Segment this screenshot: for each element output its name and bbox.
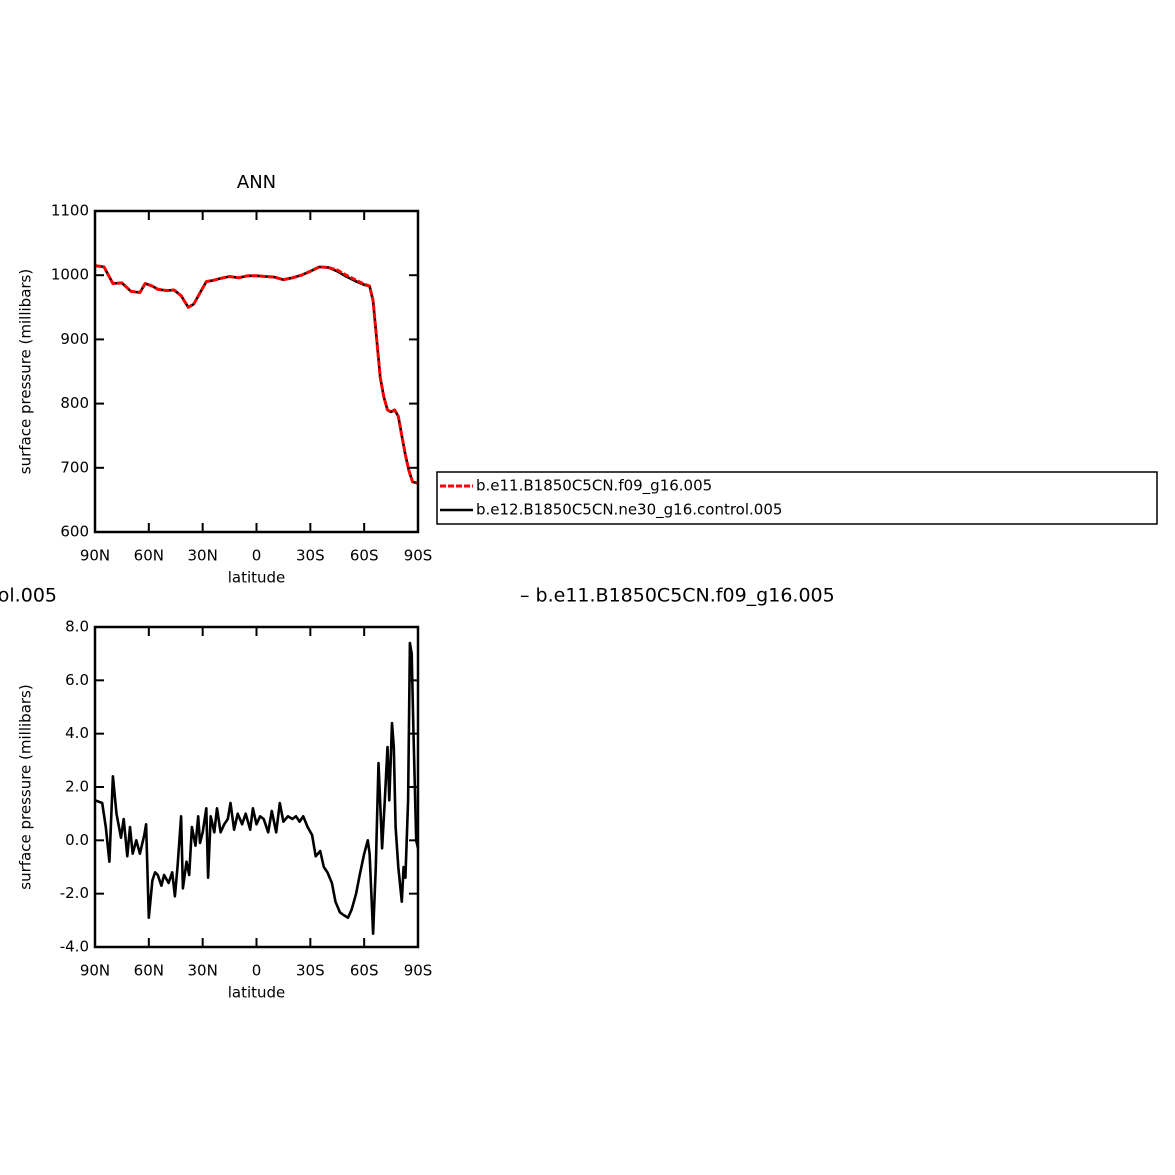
- x-tick-label: 90S: [404, 547, 433, 565]
- y-tick-label: 0.0: [65, 831, 89, 849]
- legend-label: b.e12.B1850C5CN.ne30_g16.control.005: [476, 501, 782, 520]
- y-tick-label: 1000: [51, 266, 89, 284]
- x-tick-label: 30N: [188, 962, 218, 980]
- plot-frame: [93, 209, 420, 534]
- subtitle: – b.e11.B1850C5CN.f09_g16.005: [520, 585, 835, 607]
- x-tick-label: 60N: [134, 962, 164, 980]
- x-tick-label: 60S: [350, 962, 379, 980]
- chart-title: ANN: [237, 172, 276, 193]
- y-axis-label: surface pressure (millibars): [17, 269, 35, 474]
- x-tick-label: 90N: [80, 547, 110, 565]
- x-axis-label: latitude: [228, 569, 286, 587]
- y-tick-label: -2.0: [60, 884, 89, 902]
- data-line: [94, 641, 420, 935]
- y-tick-label: 900: [60, 330, 89, 348]
- y-tick-label: 4.0: [65, 724, 89, 742]
- y-tick-label: 8.0: [65, 618, 89, 636]
- x-tick-label: 60S: [350, 547, 379, 565]
- y-tick-label: -4.0: [60, 938, 89, 956]
- x-tick-label: 90N: [80, 962, 110, 980]
- legend-label: b.e11.B1850C5CN.f09_g16.005: [476, 477, 712, 496]
- legend-box: [436, 471, 1158, 525]
- plot-frame: [93, 625, 420, 949]
- data-line: [94, 264, 419, 485]
- y-axis-label: surface pressure (millibars): [17, 684, 35, 889]
- x-tick-label: 0: [252, 962, 262, 980]
- subtitle: ol.005: [0, 585, 57, 607]
- x-tick-label: 30N: [188, 547, 218, 565]
- x-tick-label: 30S: [296, 962, 325, 980]
- x-tick-label: 30S: [296, 547, 325, 565]
- y-tick-label: 6.0: [65, 671, 89, 689]
- x-tick-label: 0: [252, 547, 262, 565]
- x-tick-label: 60N: [134, 547, 164, 565]
- x-axis-label: latitude: [228, 984, 286, 1002]
- y-tick-label: 800: [60, 394, 89, 412]
- x-tick-label: 90S: [404, 962, 433, 980]
- y-tick-label: 700: [60, 458, 89, 476]
- y-tick-label: 2.0: [65, 778, 89, 796]
- data-line: [94, 264, 419, 485]
- y-tick-label: 600: [60, 523, 89, 541]
- y-tick-label: 1100: [51, 202, 89, 220]
